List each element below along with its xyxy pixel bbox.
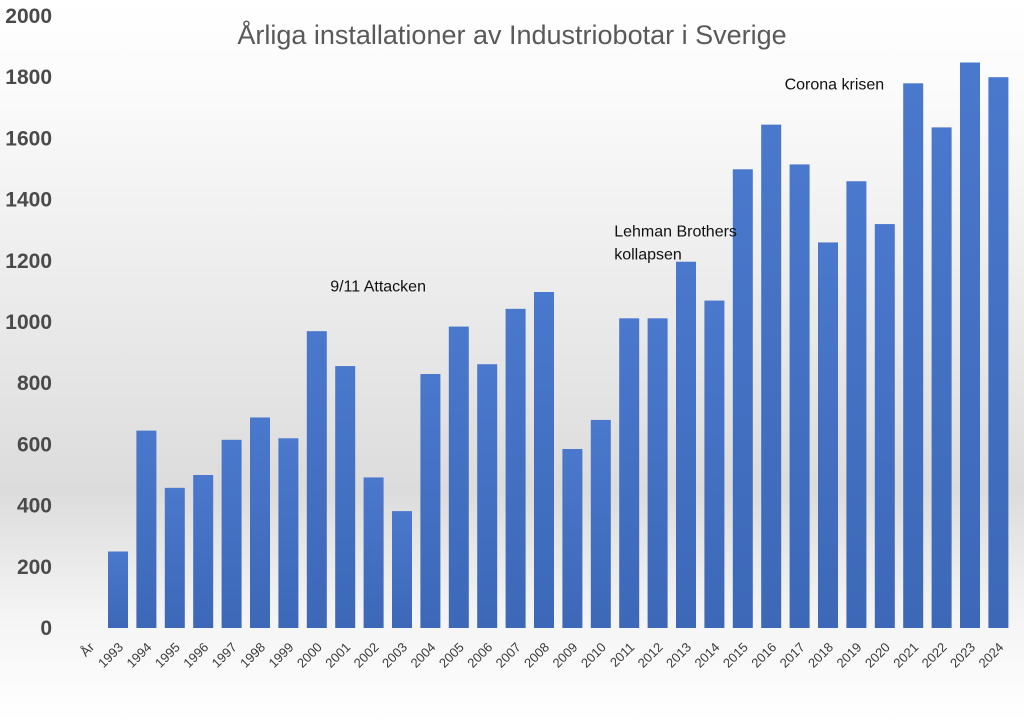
y-tick-label: 800 bbox=[17, 372, 52, 395]
y-tick-label: 600 bbox=[17, 433, 52, 456]
bar-1995 bbox=[164, 487, 185, 628]
annotation-text: Corona krisen bbox=[785, 76, 885, 93]
bar-1999 bbox=[278, 438, 299, 628]
bar-2023 bbox=[960, 62, 980, 628]
y-tick-label: 400 bbox=[17, 495, 52, 518]
bar-2022 bbox=[931, 127, 952, 628]
bar-2005 bbox=[448, 326, 469, 628]
y-tick-label: 200 bbox=[17, 556, 52, 579]
y-tick-label: 1800 bbox=[5, 66, 52, 89]
bar-2010 bbox=[590, 419, 611, 628]
bar-2015 bbox=[732, 169, 753, 628]
y-tick-label: 1200 bbox=[5, 250, 52, 273]
bar-2018 bbox=[818, 242, 838, 628]
bar-2021 bbox=[903, 83, 924, 628]
bar-2008 bbox=[534, 292, 554, 628]
bar-2006 bbox=[477, 364, 498, 628]
annotation-text: 9/11 Attacken bbox=[330, 278, 426, 295]
bar-2004 bbox=[420, 374, 441, 628]
bar-1994 bbox=[136, 430, 157, 628]
y-tick-label: 0 bbox=[40, 617, 52, 640]
bar-2012 bbox=[647, 318, 668, 628]
bar-2017 bbox=[789, 164, 810, 628]
bar-1996 bbox=[193, 475, 214, 628]
bar-1993 bbox=[108, 551, 128, 628]
bar-2024 bbox=[988, 77, 1009, 628]
bar-1998 bbox=[250, 417, 270, 628]
bar-2009 bbox=[562, 448, 583, 628]
annotations: 9/11 Attacken Lehman Brothers kollapsen Cor… bbox=[330, 76, 884, 295]
y-tick-label: 2000 bbox=[5, 5, 52, 28]
bar-2000 bbox=[306, 331, 327, 628]
annotation-text: Lehman Brothers bbox=[614, 223, 737, 240]
bar-2003 bbox=[392, 511, 412, 628]
bar-2019 bbox=[846, 181, 867, 629]
bar-2016 bbox=[761, 124, 782, 628]
y-tick-label: 1600 bbox=[5, 127, 52, 150]
bar-2011 bbox=[619, 318, 640, 628]
bar-2001 bbox=[335, 366, 356, 628]
bar-2007 bbox=[505, 308, 526, 628]
y-tick-label: 1000 bbox=[5, 311, 52, 334]
y-axis: 0 200 400 600 800 1000 1200 1400 1600 1800 2000 bbox=[5, 5, 52, 640]
y-tick-label: 1400 bbox=[5, 189, 52, 212]
chart-title: Årliga installationer av Industriobotar … bbox=[237, 19, 786, 50]
bar-2014 bbox=[704, 300, 725, 628]
bar-2020 bbox=[874, 224, 895, 628]
bar-1997 bbox=[221, 439, 242, 628]
bars bbox=[108, 62, 1009, 629]
bar-2002 bbox=[363, 477, 384, 628]
bar-2013 bbox=[676, 261, 696, 628]
annotation-text: kollapsen bbox=[614, 246, 682, 263]
